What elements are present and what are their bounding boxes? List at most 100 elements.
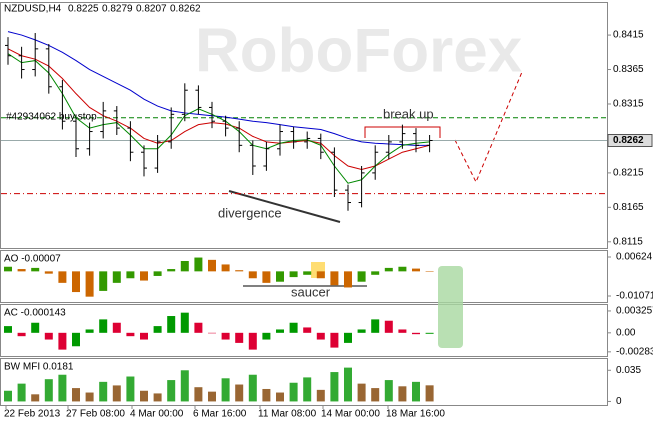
panel-title: AC -0.000143 [4, 308, 66, 319]
histogram-bar [58, 271, 67, 283]
histogram-bar [384, 267, 393, 272]
histogram-bar [126, 376, 135, 402]
histogram-bar [112, 271, 121, 283]
annotation: saucer [291, 284, 331, 299]
histogram-bar [85, 271, 94, 297]
histogram-bar [31, 394, 40, 402]
histogram-bar [180, 260, 189, 272]
y-tick-label: 0.00 [616, 327, 636, 338]
histogram-bar [221, 264, 230, 272]
y-tick-label: 0.8415 [613, 30, 644, 41]
y-tick-label: 0 [616, 396, 622, 407]
histogram-bar [208, 332, 216, 334]
histogram-bar [262, 271, 271, 283]
histogram-bar [194, 387, 203, 402]
symbol: NZDUSD,H4 [4, 4, 62, 15]
histogram-bar [17, 269, 26, 272]
histogram-bar [58, 332, 67, 350]
histogram-bar [167, 380, 176, 402]
histogram-bar [289, 322, 298, 333]
histogram-bar [248, 374, 257, 402]
histogram-bar [330, 332, 339, 348]
histogram-bar [167, 269, 176, 272]
moving-average [7, 53, 430, 184]
histogram-bar [412, 332, 420, 335]
histogram-bar [425, 271, 434, 272]
histogram-bar [276, 392, 284, 402]
histogram-bar [153, 326, 162, 333]
histogram-bar [262, 388, 271, 402]
histogram-bar [31, 267, 40, 272]
histogram-bar [4, 390, 12, 402]
histogram-bar [316, 271, 325, 279]
histogram-bar [398, 386, 407, 402]
histogram-bar [72, 332, 80, 347]
histogram-bar [126, 271, 135, 279]
histogram-bar [85, 329, 94, 333]
histogram-bar [235, 332, 244, 343]
histogram-bar [425, 385, 434, 402]
x-tick-label: 22 Feb 2013 [4, 409, 61, 420]
histogram-bar [140, 271, 148, 281]
histogram-bar [276, 329, 284, 333]
histogram-bar [208, 259, 216, 272]
histogram-bar [17, 332, 26, 337]
y-tick-label: 0.035 [616, 365, 641, 376]
histogram-bar [58, 374, 67, 402]
watermark: RoboForex [195, 16, 523, 85]
x-tick-label: 27 Feb 08:00 [66, 409, 125, 420]
histogram-bar [4, 326, 12, 333]
y-tick-label: 0.8165 [613, 202, 644, 213]
y-tick-label: 0.003257 [616, 306, 653, 317]
x-tick-label: 11 Mar 08:00 [258, 409, 317, 420]
y-tick-label: 0.8115 [613, 236, 643, 247]
highlight-box [438, 266, 463, 348]
histogram-bar [248, 271, 257, 279]
ac-panel [0, 304, 608, 357]
histogram-bar [344, 271, 352, 288]
histogram-bar [289, 271, 298, 278]
histogram-bar [153, 271, 162, 276]
main-panel [0, 2, 608, 249]
histogram-bar [221, 378, 230, 402]
annotation: #42934062 buy stop [6, 112, 97, 123]
histogram-bar [371, 388, 380, 402]
histogram-bar [357, 271, 366, 282]
histogram-bar [344, 332, 352, 343]
histogram-bar [384, 380, 393, 402]
histogram-bar [194, 257, 203, 272]
y-tick-label: 0.00624 [616, 252, 653, 263]
histogram-bar [357, 329, 366, 333]
moving-average [7, 31, 430, 146]
annotation: divergence [218, 205, 282, 220]
histogram-bar [357, 383, 366, 402]
y-tick-label: 0.8315 [613, 99, 644, 110]
histogram-bar [44, 332, 53, 340]
histogram-bar [425, 332, 434, 334]
histogram-bar [112, 385, 121, 402]
histogram-bar [303, 327, 312, 333]
panel-title: BW MFI 0.0181 [4, 362, 74, 373]
histogram-bar [167, 316, 176, 333]
histogram-bar [72, 388, 80, 402]
y-tick-label: -0.01071 [616, 291, 653, 302]
histogram-bar [235, 270, 244, 272]
forecast-path [454, 71, 523, 184]
histogram-bar [412, 268, 420, 272]
panel-title: AO -0.00007 [4, 254, 61, 265]
histogram-bar [330, 271, 339, 286]
histogram-bar [126, 332, 135, 337]
histogram-bar [44, 379, 53, 402]
histogram-bar [303, 271, 312, 275]
histogram-bar [289, 382, 298, 402]
moving-average [7, 48, 430, 170]
histogram-bar [384, 320, 393, 333]
y-tick-label: 0.8365 [613, 64, 644, 75]
histogram-bar [330, 372, 339, 402]
histogram-bar [412, 381, 420, 402]
histogram-bar [99, 381, 108, 402]
histogram-bar [371, 319, 380, 333]
open: 0.8225 [68, 4, 99, 15]
x-tick-label: 14 Mar 00:00 [321, 409, 380, 420]
